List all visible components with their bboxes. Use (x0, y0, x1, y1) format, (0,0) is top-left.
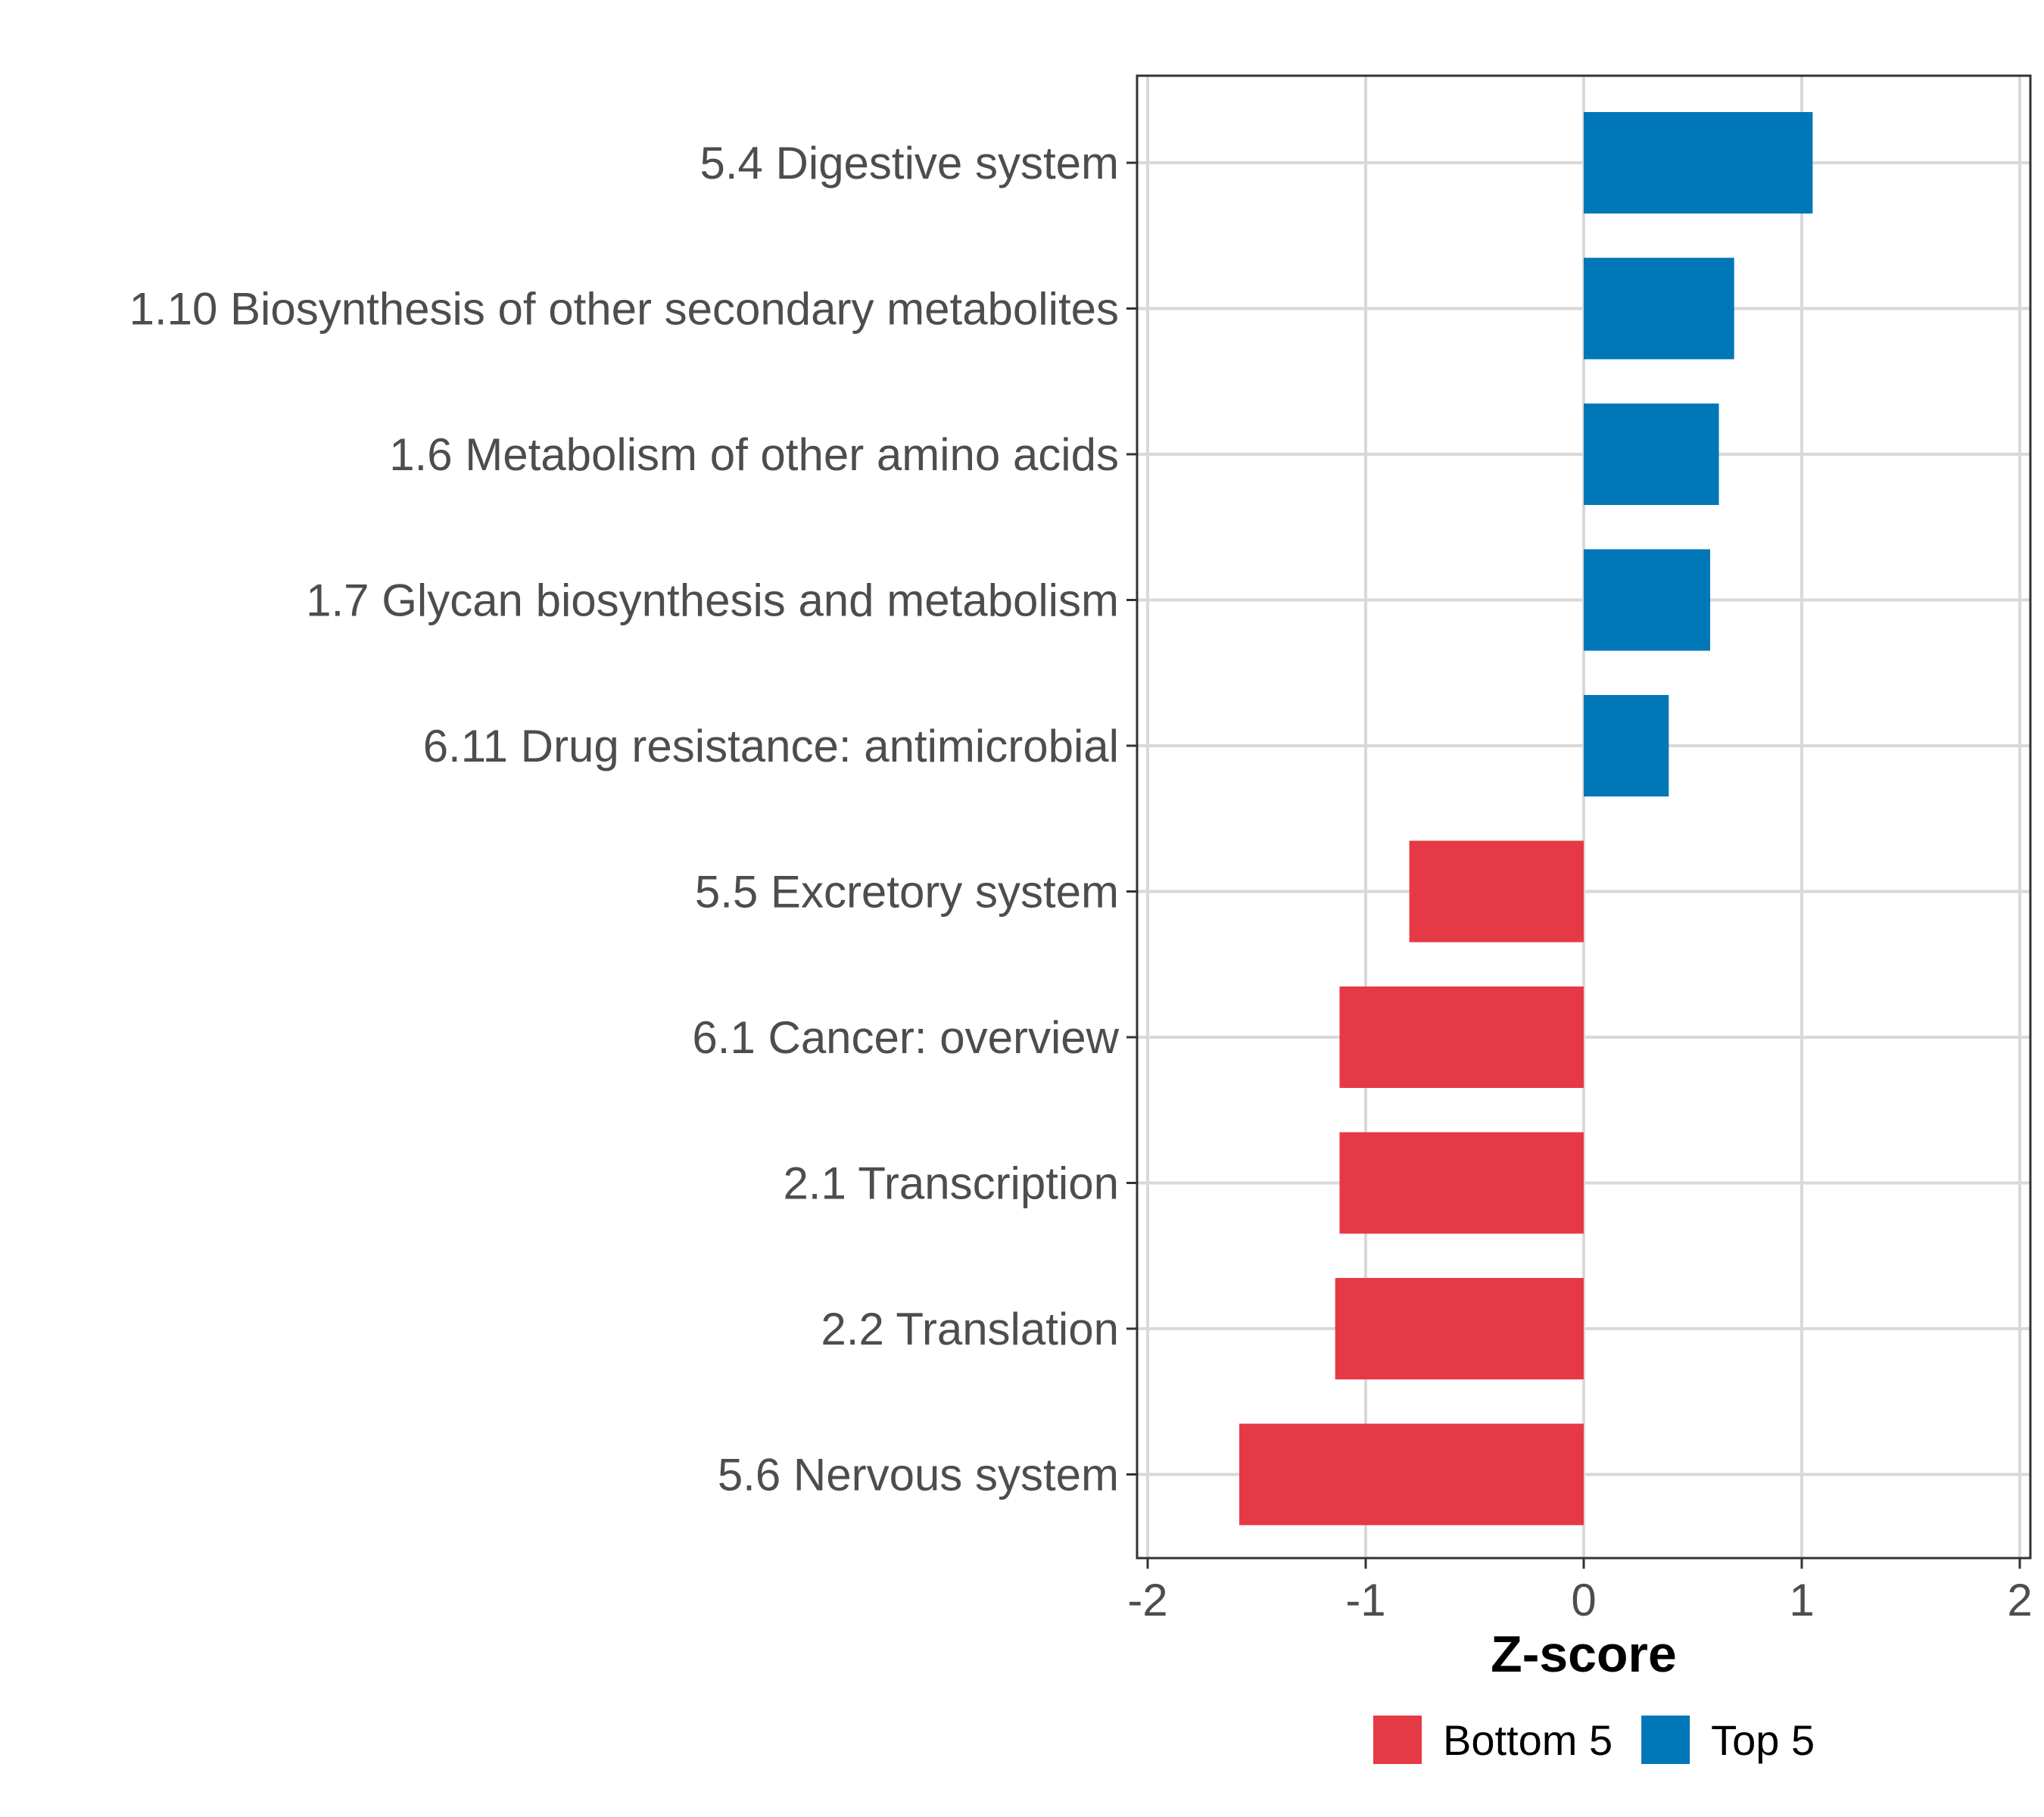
bar (1584, 549, 1711, 651)
legend-key-label: Bottom 5 (1443, 1716, 1612, 1764)
bar (1239, 1423, 1584, 1526)
x-axis-ticks: -2 -1 0 1 2 (1127, 1558, 2033, 1625)
bar (1584, 404, 1719, 505)
y-tick-label: 5.6 Nervous system (718, 1450, 1119, 1501)
y-tick-label: 2.1 Transcription (783, 1158, 1119, 1209)
legend: Bottom 5 Top 5 (1373, 1716, 1815, 1764)
bar (1584, 257, 1734, 360)
x-tick-label: 2 (2007, 1575, 2032, 1625)
y-tick-label: 6.1 Cancer: overview (692, 1012, 1119, 1063)
y-tick-label: 1.10 Biosynthesis of other secondary met… (129, 284, 1119, 335)
x-tick-label: -2 (1127, 1575, 1167, 1625)
x-tick-label: 0 (1571, 1575, 1596, 1625)
x-axis-title: Z-score (1491, 1625, 1677, 1683)
x-tick-label: 1 (1789, 1575, 1814, 1625)
y-tick-label: 1.6 Metabolism of other amino acids (389, 429, 1119, 480)
y-tick-label: 2.2 Translation (821, 1304, 1119, 1354)
x-tick-label: -1 (1345, 1575, 1385, 1625)
y-tick-label: 5.5 Excretory system (695, 867, 1119, 918)
bar (1584, 112, 1813, 213)
y-tick-label: 6.11 Drug resistance: antimicrobial (423, 721, 1119, 771)
bar (1409, 840, 1584, 943)
bar (1335, 1278, 1584, 1379)
legend-key-swatch (1373, 1716, 1422, 1764)
y-tick-label: 5.4 Digestive system (700, 138, 1119, 189)
y-axis-ticks: 5.4 Digestive system 1.10 Biosynthesis of… (129, 138, 1137, 1501)
bar (1339, 986, 1584, 1088)
bar (1339, 1132, 1584, 1234)
bars (1239, 112, 1813, 1526)
bar (1584, 695, 1669, 796)
legend-key-swatch (1641, 1716, 1690, 1764)
legend-key-label: Top 5 (1711, 1716, 1815, 1764)
y-tick-label: 1.7 Glycan biosynthesis and metabolism (306, 575, 1119, 626)
